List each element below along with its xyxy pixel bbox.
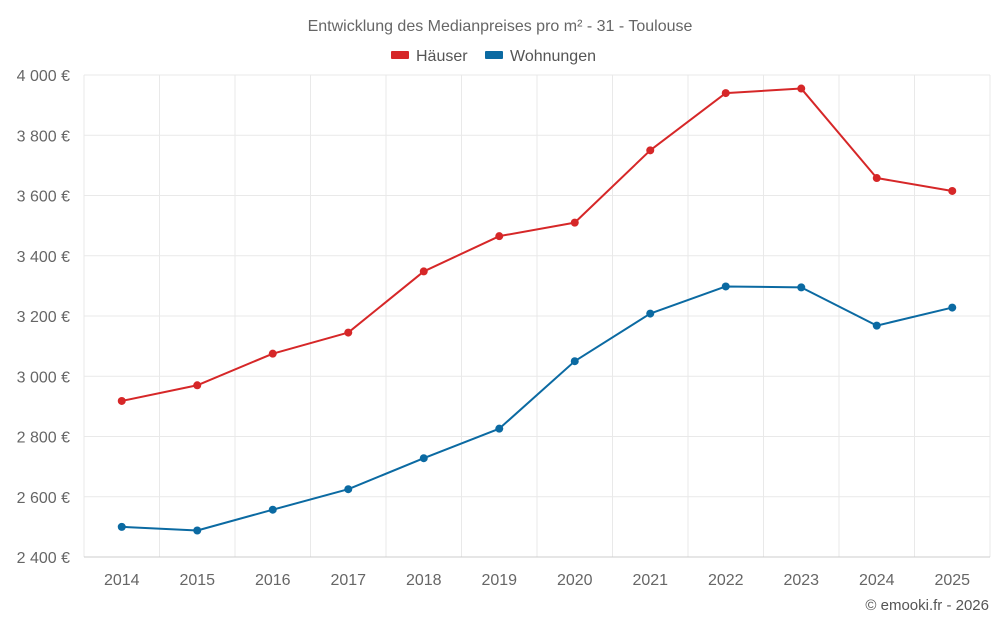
data-point-hauser[interactable] bbox=[570, 218, 579, 227]
x-tick-label: 2017 bbox=[330, 572, 366, 589]
chart-title: Entwicklung des Medianpreises pro m² - 3… bbox=[308, 18, 693, 35]
x-tick-label: 2025 bbox=[934, 572, 970, 589]
data-point-hauser[interactable] bbox=[646, 146, 655, 155]
data-point-wohnungen[interactable] bbox=[117, 522, 126, 531]
y-tick-label: 2 800 € bbox=[17, 430, 70, 447]
data-point-hauser[interactable] bbox=[721, 89, 730, 98]
data-point-hauser[interactable] bbox=[419, 267, 428, 276]
y-tick-label: 3 200 € bbox=[17, 309, 70, 326]
data-point-hauser[interactable] bbox=[797, 84, 806, 93]
x-tick-label: 2016 bbox=[255, 572, 291, 589]
data-point-wohnungen[interactable] bbox=[570, 357, 579, 366]
data-point-wohnungen[interactable] bbox=[419, 454, 428, 463]
legend: Häuser Wohnungen bbox=[391, 48, 596, 65]
data-point-wohnungen[interactable] bbox=[646, 309, 655, 318]
x-tick-label: 2014 bbox=[104, 572, 140, 589]
y-tick-label: 3 000 € bbox=[17, 369, 70, 386]
x-tick-label: 2019 bbox=[481, 572, 517, 589]
data-point-wohnungen[interactable] bbox=[797, 283, 806, 292]
legend-label-hauser[interactable]: Häuser bbox=[416, 48, 468, 65]
data-point-hauser[interactable] bbox=[344, 328, 353, 337]
data-point-hauser[interactable] bbox=[193, 381, 202, 390]
x-tick-label: 2020 bbox=[557, 572, 593, 589]
y-tick-label: 4 000 € bbox=[17, 68, 70, 85]
legend-label-wohnungen[interactable]: Wohnungen bbox=[510, 48, 596, 65]
x-tick-label: 2015 bbox=[179, 572, 215, 589]
series-layer bbox=[117, 84, 957, 535]
data-point-wohnungen[interactable] bbox=[872, 321, 881, 330]
data-point-wohnungen[interactable] bbox=[268, 505, 277, 514]
data-point-wohnungen[interactable] bbox=[495, 424, 504, 433]
y-tick-label: 3 400 € bbox=[17, 249, 70, 266]
y-axis: 2 400 € 2 600 € 2 800 € 3 000 € 3 200 € 3 400… bbox=[17, 68, 70, 567]
data-point-wohnungen[interactable] bbox=[721, 282, 730, 291]
x-tick-label: 2024 bbox=[859, 572, 895, 589]
data-point-hauser[interactable] bbox=[948, 186, 957, 195]
legend-swatch-hauser bbox=[391, 51, 409, 59]
data-point-wohnungen[interactable] bbox=[344, 485, 353, 494]
series-line-wohnungen bbox=[121, 285, 953, 532]
data-point-hauser[interactable] bbox=[495, 232, 504, 241]
y-tick-label: 3 600 € bbox=[17, 189, 70, 206]
data-point-hauser[interactable] bbox=[117, 396, 126, 405]
y-tick-label: 3 800 € bbox=[17, 128, 70, 145]
x-tick-label: 2018 bbox=[406, 572, 442, 589]
x-tick-label: 2021 bbox=[632, 572, 668, 589]
series-line-hauser bbox=[121, 87, 953, 402]
legend-swatch-wohnungen bbox=[485, 51, 503, 59]
data-point-hauser[interactable] bbox=[268, 349, 277, 358]
data-point-wohnungen[interactable] bbox=[193, 526, 202, 535]
x-gridlines bbox=[83, 75, 991, 557]
data-point-hauser[interactable] bbox=[872, 174, 881, 183]
credit-text: © emooki.fr - 2026 bbox=[865, 597, 989, 614]
y-tick-label: 2 400 € bbox=[17, 550, 70, 567]
y-tick-label: 2 600 € bbox=[17, 490, 70, 507]
x-tick-label: 2023 bbox=[783, 572, 819, 589]
x-axis: 2014 2015 2016 2017 2018 2019 2020 2021 2022 2023… bbox=[104, 572, 970, 589]
x-tick-label: 2022 bbox=[708, 572, 744, 589]
data-point-wohnungen[interactable] bbox=[948, 303, 957, 312]
